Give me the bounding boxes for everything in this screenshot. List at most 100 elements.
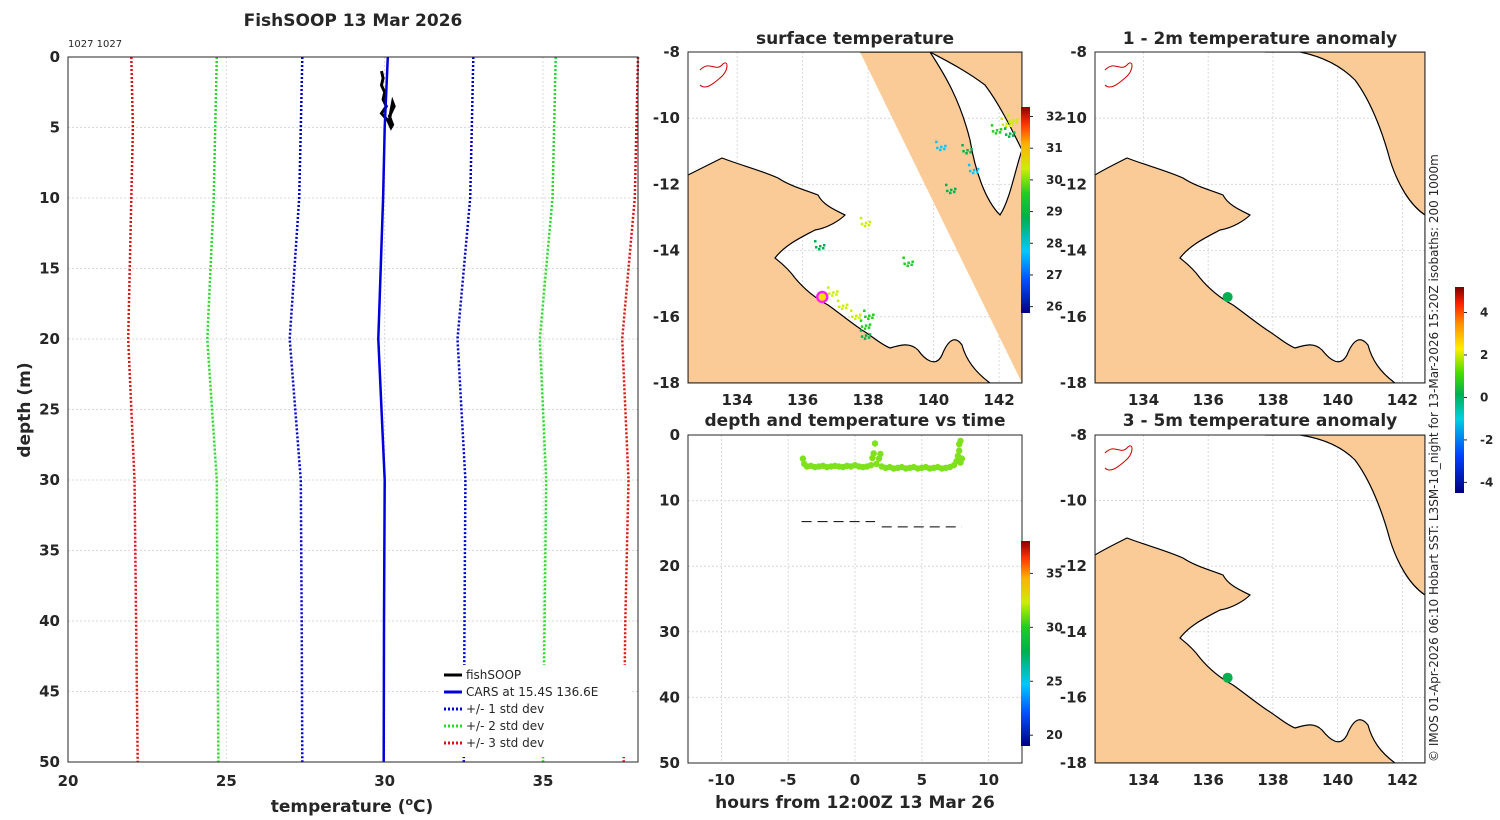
sst-patch	[902, 256, 905, 259]
anomaly-1-2m-ticks: 134 136 138 140 142 -8 -10 -12 -14 -16 -18	[1060, 43, 1418, 409]
anomaly-colorbar-label: 4	[1480, 305, 1488, 319]
sst-patch	[910, 263, 913, 266]
sst-patch	[1007, 135, 1011, 138]
legend-label-std1: +/- 1 std dev	[466, 702, 544, 716]
sst-patch	[1008, 120, 1011, 123]
depth-time-ytick-label: 50	[659, 754, 680, 772]
profile-line-std2-upper	[538, 56, 557, 763]
legend-box	[440, 665, 630, 757]
sst-patch	[837, 305, 841, 309]
sst-patch	[1003, 127, 1007, 130]
depth-time-xtick-label: 5	[917, 771, 927, 789]
profile-subtitle: 1027 1027	[68, 39, 122, 50]
sst-patch	[867, 317, 870, 320]
anomaly-3-5m-title: 3 - 5m temperature anomaly	[1123, 411, 1398, 431]
sst-patch	[1012, 119, 1015, 122]
sst-map-ytick-label: -10	[653, 109, 680, 127]
sst-patch	[864, 334, 868, 337]
sst-map-title: surface temperature	[756, 29, 954, 49]
profile-line-std1-upper	[456, 56, 475, 763]
sst-colorbar-label: 27	[1046, 268, 1063, 282]
anomaly-3-5m-panel: 3 - 5m temperature anomaly 134 136 138 140 1…	[1060, 287, 1493, 789]
profile-ytick-label: 50	[39, 753, 60, 771]
depth-time-point	[799, 455, 807, 462]
profile-ylabel: depth (m)	[15, 362, 35, 457]
sst-patch	[972, 168, 976, 172]
sst-patch	[828, 292, 831, 295]
profile-title: FishSOOP 13 Mar 2026	[244, 11, 463, 31]
sst-patch	[859, 329, 863, 332]
anomaly-1-2m-xtick-label: 138	[1257, 391, 1288, 409]
profile-line-std1	[288, 56, 304, 763]
profile-series-group	[126, 56, 640, 763]
sst-patch	[855, 314, 858, 317]
sst-colorbar-ticks: 26 27 28 29 30 31 32	[1030, 110, 1063, 314]
sst-patch	[860, 325, 864, 328]
profile-ticks: 20 25 30 35 0 5 10 15 20 25 30 35 40 45 50	[39, 48, 553, 790]
sst-patch	[911, 260, 914, 263]
depth-time-title: depth and temperature vs time	[705, 411, 1006, 431]
profile-ytick-label: 0	[50, 48, 60, 66]
sst-patch	[949, 191, 952, 195]
profile-xlabel: temperature (oC)	[271, 795, 434, 817]
profile-ytick-label: 35	[39, 542, 60, 560]
anomaly-1-2m-title: 1 - 2m temperature anomaly	[1123, 29, 1398, 49]
profile-line-cars	[377, 56, 390, 763]
sst-patch	[859, 313, 862, 316]
anomaly-colorbar	[1455, 287, 1464, 493]
sst-patch	[962, 150, 965, 153]
depth-time-point	[870, 450, 877, 457]
depth-time-panel: depth and temperature vs time -10 -5 0 5 10 0…	[659, 411, 1063, 813]
anomaly-colorbar-label: -4	[1480, 475, 1493, 489]
anomaly-1-2m-xtick-label: 140	[1322, 391, 1353, 409]
anomaly-1-2m-frame	[1094, 51, 1426, 384]
sst-patch	[1007, 114, 1010, 117]
anomaly-3-5m-ytick-label: -8	[1070, 426, 1087, 444]
anomaly-3-5m-ytick-label: -12	[1060, 557, 1087, 575]
sst-patch	[814, 240, 817, 243]
sst-patch	[990, 124, 994, 127]
anomaly-1-2m-ytick-label: -16	[1060, 308, 1087, 326]
depth-time-ytick-label: 0	[670, 426, 680, 444]
sst-patch	[975, 170, 979, 174]
depth-time-point	[871, 440, 879, 447]
sst-patch	[864, 221, 868, 225]
sst-patch	[858, 316, 861, 319]
sst-land-cape-york	[688, 52, 1022, 383]
anomaly-3-5m-frame	[1094, 434, 1426, 764]
anomaly-3-5m-xtick-label: 136	[1193, 771, 1224, 789]
sst-patch	[836, 299, 840, 303]
depth-time-xtick-label: -10	[708, 771, 735, 789]
depth-time-xtick-label: -5	[780, 771, 797, 789]
sst-map-ytick-label: -18	[653, 374, 680, 392]
sst-patch	[1015, 121, 1018, 124]
sst-patch	[864, 324, 868, 327]
sst-patch	[940, 145, 943, 149]
sst-patch	[868, 220, 872, 224]
sst-colorbar-label: 28	[1046, 236, 1063, 250]
depth-time-xlabel: hours from 12:00Z 13 Mar 26	[715, 793, 995, 813]
anomaly-1-2m-xtick-label: 142	[1387, 391, 1418, 409]
depth-time-colorbar-label: 30	[1046, 620, 1063, 634]
sst-patch	[868, 333, 872, 336]
depth-time-colorbar-label: 20	[1046, 728, 1063, 742]
sst-patch	[976, 167, 980, 171]
sst-map-xtick-label: 142	[983, 391, 1014, 409]
anomaly-3-5m-ytick-label: -16	[1060, 688, 1087, 706]
depth-time-xtick-label: 0	[850, 771, 860, 789]
sst-patch	[1004, 133, 1008, 136]
depth-time-colorbar-label: 35	[1046, 566, 1063, 580]
sst-patch	[863, 337, 867, 340]
sst-patch	[995, 129, 999, 132]
anomaly-3-5m-ytick-label: -10	[1060, 492, 1087, 510]
profile-legend: fishSOOP CARS at 15.4S 136.6E +/- 1 std …	[440, 665, 630, 757]
sst-patch	[967, 163, 971, 167]
sst-patch	[1004, 125, 1008, 128]
sst-patch	[1008, 132, 1012, 135]
depth-time-point	[958, 455, 966, 462]
depth-time-ytick-label: 10	[659, 492, 680, 510]
sst-patch	[953, 190, 956, 194]
sst-patch	[868, 314, 871, 317]
sst-patch	[1001, 123, 1005, 126]
depth-time-colorbar-label: 25	[1046, 674, 1063, 688]
